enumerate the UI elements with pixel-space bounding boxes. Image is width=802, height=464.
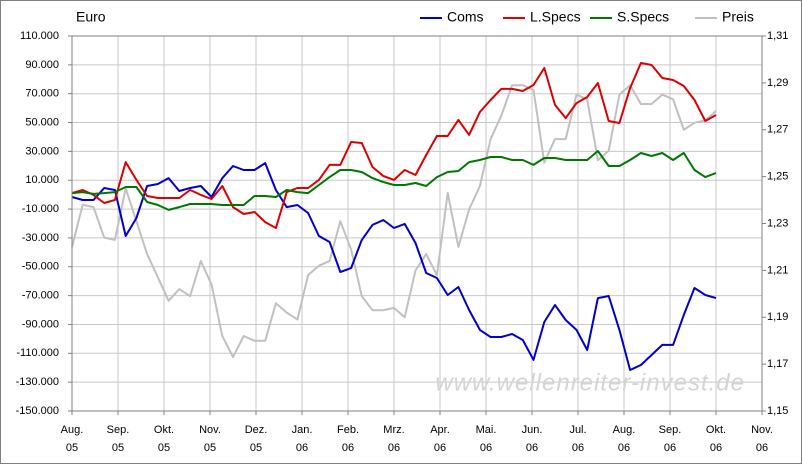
x-tick-label-year: 05	[66, 442, 78, 454]
series-line	[71, 84, 717, 359]
y-tick-label: 50.000	[25, 116, 59, 128]
x-tick-label-month: Aug.	[613, 424, 636, 436]
y2-tick-label: 1,29	[767, 77, 788, 89]
y2-tick-label: 1,15	[767, 405, 788, 417]
x-tick-label-month: Jul.	[569, 424, 586, 436]
x-tick-label-month: Sep.	[107, 424, 130, 436]
x-tick-label-month: Dez.	[245, 424, 268, 436]
y2-tick-label: 1,25	[767, 171, 788, 183]
x-tick-label-month: Okt.	[706, 424, 726, 436]
x-tick-label-month: Nov.	[199, 424, 221, 436]
x-tick-label-month: Jan.	[292, 424, 313, 436]
axes: 110.000 90.000 70.000 50.000 30.000 10.000 -10…	[16, 30, 789, 454]
series-line	[71, 150, 717, 211]
y-axis-label: Euro	[76, 9, 106, 25]
y-tick-label: -110.000	[16, 347, 59, 359]
x-tick-label-month: Mrz.	[383, 424, 404, 436]
series-line	[71, 162, 717, 371]
y-tick-label: -30.000	[22, 232, 59, 244]
y2-tick-label: 1,17	[767, 358, 788, 370]
y-tick-label: -10.000	[22, 203, 59, 215]
y-tick-label: 10.000	[25, 174, 59, 186]
x-tick-label-month: Nov.	[751, 424, 773, 436]
y2-tick-label: 1,23	[767, 217, 788, 229]
x-tick-label-year: 05	[204, 442, 216, 454]
legend-label: S.Specs	[617, 9, 669, 25]
y-tick-label: 110.000	[20, 30, 59, 42]
lines	[71, 62, 717, 371]
x-tick-label-month: Jun.	[522, 424, 543, 436]
x-tick-label-year: 06	[664, 442, 676, 454]
y-tick-label: 90.000	[25, 59, 59, 71]
x-tick-label-year: 06	[618, 442, 630, 454]
x-tick-label-year: 06	[342, 442, 354, 454]
legend-label: L.Specs	[530, 9, 581, 25]
x-tick-label-year: 06	[296, 442, 308, 454]
x-tick-label-year: 06	[480, 442, 492, 454]
y-tick-label: -150.000	[16, 405, 59, 417]
y-tick-label: 30.000	[25, 145, 59, 157]
y-tick-label: -90.000	[22, 318, 59, 330]
y2-tick-label: 1,31	[767, 30, 788, 42]
x-tick-label-year: 06	[710, 442, 722, 454]
y2-tick-label: 1,21	[767, 264, 788, 276]
x-tick-label-year: 06	[388, 442, 400, 454]
x-tick-label-year: 06	[526, 442, 538, 454]
legend-label: Coms	[447, 9, 484, 25]
x-tick-label-month: Mai.	[476, 424, 497, 436]
y-tick-label: -70.000	[22, 290, 59, 302]
y-tick-label: -130.000	[16, 376, 59, 388]
x-tick-label-month: Feb.	[337, 424, 359, 436]
legend: Coms L.Specs S.Specs Preis	[420, 9, 754, 25]
y-tick-label: -50.000	[22, 261, 59, 273]
x-tick-label-year: 06	[434, 442, 446, 454]
x-tick-label-month: Okt.	[154, 424, 174, 436]
x-tick-label-month: Aug.	[61, 424, 84, 436]
y2-tick-label: 1,27	[767, 124, 788, 136]
x-tick-label-year: 06	[572, 442, 584, 454]
x-tick-label-month: Sep.	[659, 424, 682, 436]
x-tick-label-month: Apr.	[430, 424, 450, 436]
x-tick-label-year: 05	[112, 442, 124, 454]
x-tick-label-year: 05	[158, 442, 170, 454]
legend-label: Preis	[722, 9, 754, 25]
y-tick-label: 70.000	[25, 88, 59, 100]
watermark: www.wellenreiter-invest.de	[435, 369, 745, 396]
series-line	[71, 62, 717, 229]
y2-tick-label: 1,19	[767, 311, 788, 323]
x-tick-label-year: 06	[756, 442, 768, 454]
x-tick-label-year: 05	[250, 442, 262, 454]
